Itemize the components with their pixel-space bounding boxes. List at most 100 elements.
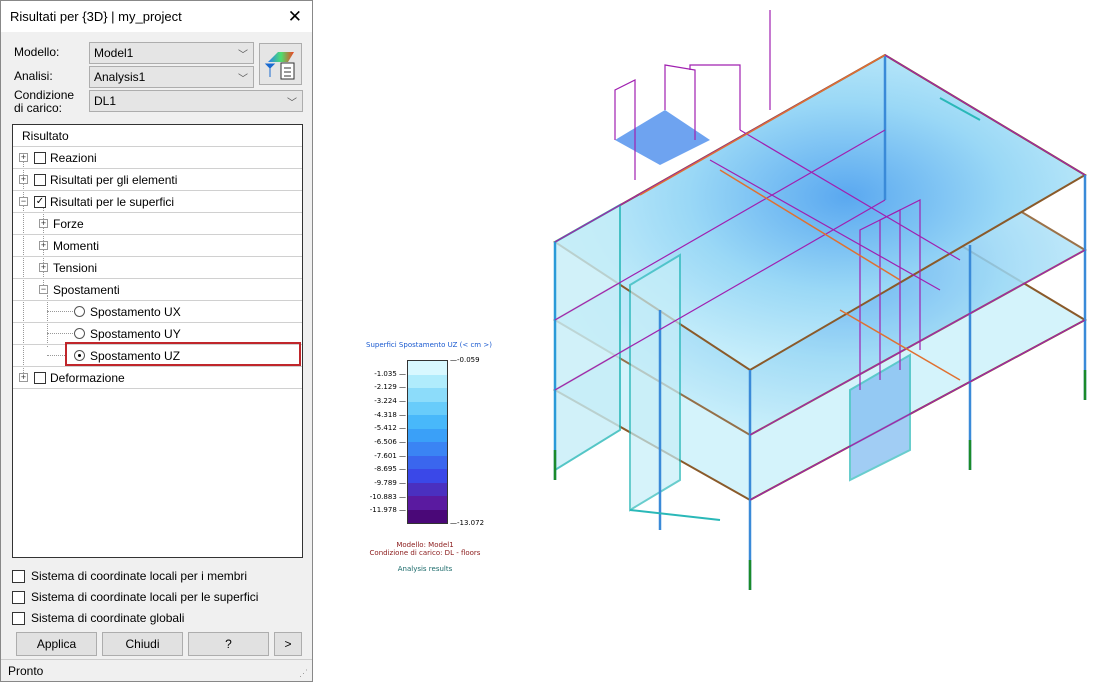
chevron-down-icon: ﹀ — [287, 98, 297, 109]
model-select[interactable]: Model1 ﹀ — [89, 42, 254, 64]
legend-tick: -10.883 — — [369, 492, 406, 501]
collapse-icon[interactable]: − — [39, 284, 48, 294]
expand-icon[interactable]: + — [19, 152, 28, 162]
expand-icon[interactable]: + — [39, 240, 48, 250]
tree-item-label: Spostamento UX — [90, 304, 181, 319]
chevron-down-icon: ﹀ — [238, 74, 248, 85]
legend-tick: -4.318 — — [374, 410, 406, 419]
tree-item-label: Risultati per gli elementi — [50, 172, 178, 187]
legend-footer: Analysis results — [397, 565, 453, 573]
status-bar: Pronto ⋰ — [1, 659, 312, 681]
tree-item-label: Tensioni — [53, 260, 98, 275]
option-local-members[interactable]: Sistema di coordinate locali per i membr… — [12, 569, 247, 583]
expand-icon[interactable]: + — [39, 262, 48, 272]
close-button[interactable]: Chiudi — [102, 632, 183, 656]
option-label: Sistema di coordinate locali per le supe… — [31, 590, 259, 604]
tree-item-label: Forze — [53, 216, 84, 231]
option-global[interactable]: Sistema di coordinate globali — [12, 611, 184, 625]
tree-item-label: Spostamenti — [53, 282, 120, 297]
legend-band — [408, 415, 447, 429]
legend-band — [408, 496, 447, 510]
legend-band — [408, 469, 447, 483]
wall — [629, 253, 681, 512]
status-text: Pronto — [8, 664, 44, 678]
close-icon[interactable]: ✕ — [287, 7, 302, 26]
tree-header-label: Risultato — [22, 128, 69, 143]
legend-title: Superfici Spostamento UZ (< cm >) — [366, 341, 492, 349]
checkbox[interactable] — [34, 151, 46, 164]
3d-model-view[interactable] — [540, 10, 1100, 610]
color-bar — [407, 360, 448, 524]
checkbox-checked[interactable]: ✓ — [34, 195, 46, 208]
legend-band — [408, 428, 447, 442]
tree-item-deformazione[interactable]: + Deformazione — [13, 367, 302, 389]
option-label: Sistema di coordinate globali — [31, 611, 185, 625]
legend-load-case: Condizione di carico: DL - floors — [369, 549, 481, 557]
resize-grip-icon[interactable]: ⋰ — [299, 668, 308, 678]
tree-item-label: Spostamento UZ — [90, 348, 181, 363]
building-model — [552, 10, 1088, 590]
load-case-value: DL1 — [94, 94, 117, 108]
legend-band — [408, 401, 447, 415]
legend-band — [408, 361, 447, 375]
legend-tick: -5.412 — — [374, 424, 406, 433]
model-label: Modello: — [14, 45, 60, 59]
high-displacement-zone — [615, 110, 710, 165]
tree-item-tensioni[interactable]: + Tensioni — [13, 257, 302, 279]
selection-highlight — [65, 342, 301, 366]
tree-item-label: Spostamento UY — [90, 326, 181, 341]
wall — [554, 203, 621, 472]
results-tree: Risultato + Reazioni + Risultati per gli e… — [12, 124, 303, 558]
legend-band — [408, 388, 447, 402]
tree-item-label: Momenti — [53, 238, 100, 253]
model-value: Model1 — [94, 46, 134, 60]
collapse-icon[interactable]: − — [19, 196, 28, 206]
tree-item-label: Risultati per le superfici — [50, 194, 175, 209]
radio-button-selected[interactable] — [74, 350, 85, 361]
expand-icon[interactable]: + — [19, 174, 28, 184]
tree-item-spostamenti[interactable]: − Spostamenti — [13, 279, 302, 301]
more-button[interactable]: > — [274, 632, 302, 656]
display-settings-button[interactable] — [259, 43, 302, 85]
option-label: Sistema di coordinate locali per i membr… — [31, 569, 248, 583]
legend-band — [408, 455, 447, 469]
expand-icon[interactable]: + — [19, 372, 28, 382]
tree-item-forze[interactable]: + Forze — [13, 213, 302, 235]
tree-item-risultati-superfici[interactable]: − ✓ Risultati per le superfici — [13, 191, 302, 213]
tree-item-spostamento-uz[interactable]: Spostamento UZ — [13, 345, 302, 367]
legend-band — [408, 442, 447, 456]
tree-item-spostamento-uy[interactable]: Spostamento UY — [13, 323, 302, 345]
checkbox[interactable] — [12, 590, 25, 604]
help-button[interactable]: ? — [188, 632, 269, 656]
legend-tick: -3.224 — — [374, 397, 406, 405]
legend-band — [408, 509, 447, 523]
legend-band — [408, 374, 447, 388]
tree-item-label: Reazioni — [50, 150, 97, 165]
legend-max: —-0.059 — [450, 356, 480, 364]
analysis-label: Analisi: — [14, 69, 53, 83]
legend-tick: -9.789 — — [374, 479, 406, 487]
legend-model: Modello: Model1 — [396, 541, 454, 549]
tree-item-reazioni[interactable]: + Reazioni — [13, 147, 302, 169]
legend-tick: -2.129 — — [374, 383, 406, 392]
checkbox[interactable] — [12, 569, 25, 583]
tree-header: Risultato — [13, 125, 302, 147]
legend-tick: -6.506 — — [374, 438, 406, 446]
expand-icon[interactable]: + — [39, 218, 48, 228]
tree-item-risultati-elementi[interactable]: + Risultati per gli elementi — [13, 169, 302, 191]
load-case-select[interactable]: DL1 ﹀ — [89, 90, 303, 112]
legend-tick: -8.695 — — [374, 465, 406, 474]
checkbox[interactable] — [12, 611, 25, 625]
legend-min: —-13.072 — [450, 519, 485, 527]
option-local-surfaces[interactable]: Sistema di coordinate locali per le supe… — [12, 590, 258, 604]
apply-button[interactable]: Applica — [16, 632, 97, 656]
tree-item-momenti[interactable]: + Momenti — [13, 235, 302, 257]
analysis-select[interactable]: Analysis1 ﹀ — [89, 66, 254, 88]
checkbox[interactable] — [34, 371, 46, 384]
tree-item-spostamento-ux[interactable]: Spostamento UX — [13, 301, 302, 323]
legend-band — [408, 482, 447, 496]
checkbox[interactable] — [34, 173, 46, 186]
radio-button[interactable] — [74, 306, 85, 317]
analysis-value: Analysis1 — [94, 70, 146, 84]
radio-button[interactable] — [74, 328, 85, 339]
